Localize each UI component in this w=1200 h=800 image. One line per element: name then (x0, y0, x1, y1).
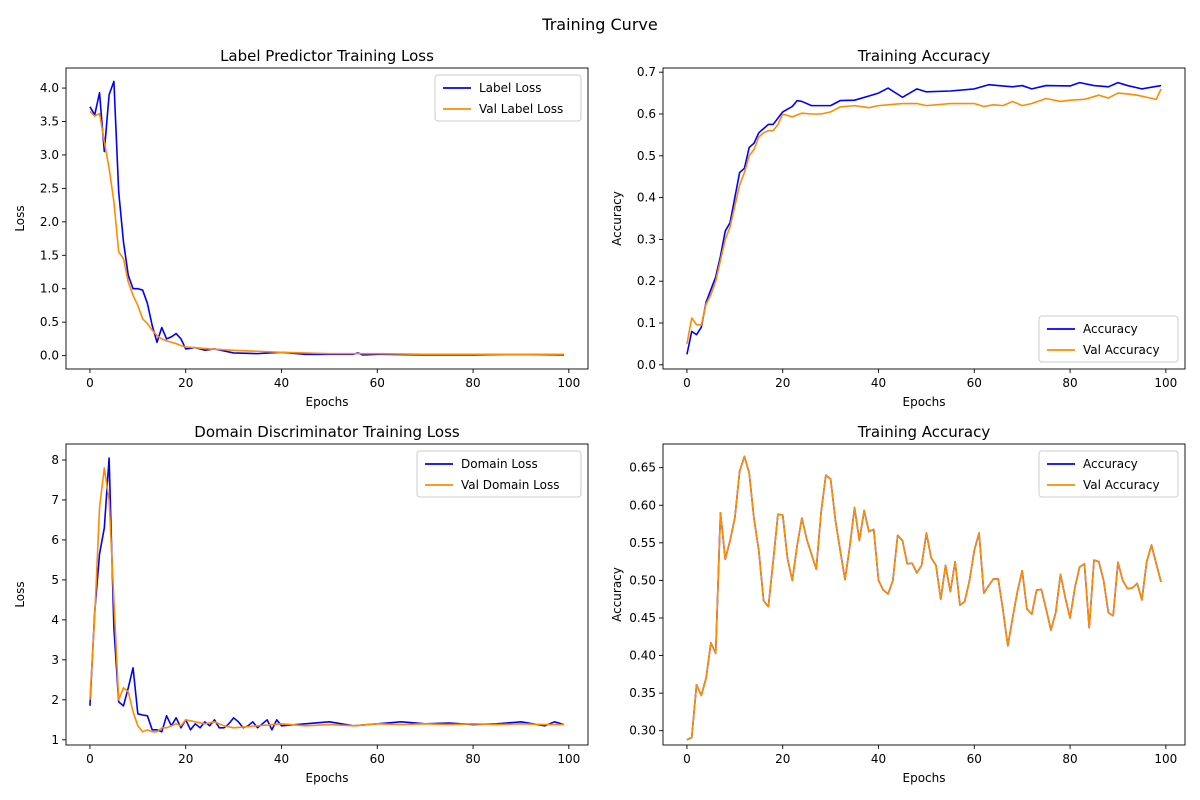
x-tick-label: 100 (1154, 752, 1177, 766)
y-tick-label: 0.30 (629, 724, 656, 738)
y-tick-label: 1.0 (40, 282, 59, 296)
legend-label: Val Accuracy (1083, 478, 1160, 492)
chart-title: Domain Discriminator Training Loss (194, 423, 460, 441)
axes-frame (662, 67, 1186, 370)
y-axis-label: Accuracy (610, 567, 624, 622)
x-tick-label: 40 (871, 752, 886, 766)
x-tick-label: 40 (274, 376, 289, 390)
y-tick-label: 2.0 (40, 215, 59, 229)
x-tick-label: 100 (1154, 376, 1177, 390)
y-tick-label: 6 (51, 533, 59, 547)
legend-label: Accuracy (1083, 457, 1138, 471)
y-tick-label: 0.60 (629, 498, 656, 512)
x-tick-label: 20 (775, 376, 790, 390)
x-tick-label: 40 (274, 752, 289, 766)
axes-frame (65, 443, 589, 746)
y-tick-label: 0.55 (629, 536, 656, 550)
y-tick-label: 0.0 (637, 358, 656, 372)
y-tick-label: 0.45 (629, 611, 656, 625)
y-tick-label: 8 (51, 453, 59, 467)
y-tick-label: 1.5 (40, 248, 59, 262)
y-tick-label: 2 (51, 693, 59, 707)
chart-panel-3: 0 20 40 60 80 100 1 2 3 4 5 6 7 8 Domain Discriminator… (13, 423, 589, 785)
y-tick-label: 3.0 (40, 148, 59, 162)
figure-title: Training Curve (541, 15, 657, 34)
legend-label: Val Label Loss (479, 102, 563, 116)
y-axis-label: Loss (13, 205, 27, 231)
x-tick-label: 60 (967, 376, 982, 390)
legend-box (416, 450, 582, 498)
y-tick-label: 0.7 (637, 65, 656, 79)
chart-panel-2: 0 20 40 60 80 100 0.0 0.1 0.2 0.3 0.4 0.5 0.6 0.7 Trai… (610, 47, 1186, 409)
y-tick-label: 0.6 (637, 107, 656, 121)
y-tick-label: 4 (51, 613, 59, 627)
x-tick-label: 100 (557, 752, 580, 766)
axes-frame (662, 443, 1186, 746)
chart-panel-4: 0 20 40 60 80 100 0.30 0.35 0.40 0.45 0.50 0.55 0.60… (610, 423, 1186, 785)
x-tick-label: 40 (871, 376, 886, 390)
chart-title: Training Accuracy (857, 423, 991, 441)
legend: Domain Loss Val Domain Loss (416, 450, 582, 498)
y-tick-label: 3 (51, 653, 59, 667)
x-tick-label: 60 (967, 752, 982, 766)
y-tick-label: 2.5 (40, 181, 59, 195)
x-tick-label: 20 (178, 752, 193, 766)
x-tick-label: 80 (1062, 376, 1077, 390)
legend-label: Label Loss (479, 81, 542, 95)
x-axis-label: Epochs (306, 395, 349, 409)
y-tick-label: 0.5 (637, 149, 656, 163)
y-tick-label: 4.0 (40, 81, 59, 95)
y-tick-label: 0.3 (637, 232, 656, 246)
y-axis-label: Loss (13, 581, 27, 607)
x-tick-label: 60 (370, 376, 385, 390)
x-tick-label: 100 (557, 376, 580, 390)
x-tick-label: 60 (370, 752, 385, 766)
y-tick-label: 7 (51, 493, 59, 507)
x-tick-label: 0 (86, 376, 94, 390)
axes-frame (65, 67, 589, 370)
x-tick-label: 0 (683, 376, 691, 390)
chart-panel-1: 0 20 40 60 80 100 0.0 0.5 1.0 1.5 2.0 2.5 3.0 3.5 4.0 L… (13, 47, 589, 409)
legend-label: Val Accuracy (1083, 343, 1160, 357)
x-axis-label: Epochs (903, 395, 946, 409)
x-tick-label: 20 (178, 376, 193, 390)
y-tick-label: 5 (51, 573, 59, 587)
legend: Accuracy Val Accuracy (1038, 450, 1179, 498)
y-tick-label: 0.2 (637, 274, 656, 288)
y-tick-label: 0.35 (629, 686, 656, 700)
chart-title: Training Accuracy (857, 47, 991, 65)
x-tick-label: 0 (86, 752, 94, 766)
y-tick-label: 1 (51, 733, 59, 747)
y-tick-label: 0.5 (40, 315, 59, 329)
y-tick-label: 0.4 (637, 191, 656, 205)
y-tick-label: 0.50 (629, 573, 656, 587)
legend-label: Domain Loss (461, 457, 538, 471)
series-line-2 (89, 110, 565, 356)
y-tick-label: 0.65 (629, 461, 656, 475)
series-line-2 (686, 455, 1162, 741)
series-line-2 (89, 467, 565, 733)
x-tick-label: 0 (683, 752, 691, 766)
x-axis-label: Epochs (903, 771, 946, 785)
y-tick-label: 3.5 (40, 115, 59, 129)
legend: Accuracy Val Accuracy (1038, 315, 1179, 363)
legend-label: Val Domain Loss (461, 478, 559, 492)
legend-box (434, 74, 582, 122)
x-tick-label: 80 (465, 752, 480, 766)
y-tick-label: 0.0 (40, 349, 59, 363)
x-tick-label: 20 (775, 752, 790, 766)
series-line-1 (686, 81, 1162, 355)
y-axis-label: Accuracy (610, 191, 624, 246)
y-tick-label: 0.40 (629, 649, 656, 663)
legend-label: Accuracy (1083, 322, 1138, 336)
legend: Label Loss Val Label Loss (434, 74, 582, 122)
x-axis-label: Epochs (306, 771, 349, 785)
series-line-2 (686, 88, 1162, 345)
y-tick-label: 0.1 (637, 316, 656, 330)
x-tick-label: 80 (465, 376, 480, 390)
x-tick-label: 80 (1062, 752, 1077, 766)
chart-title: Label Predictor Training Loss (220, 47, 434, 65)
